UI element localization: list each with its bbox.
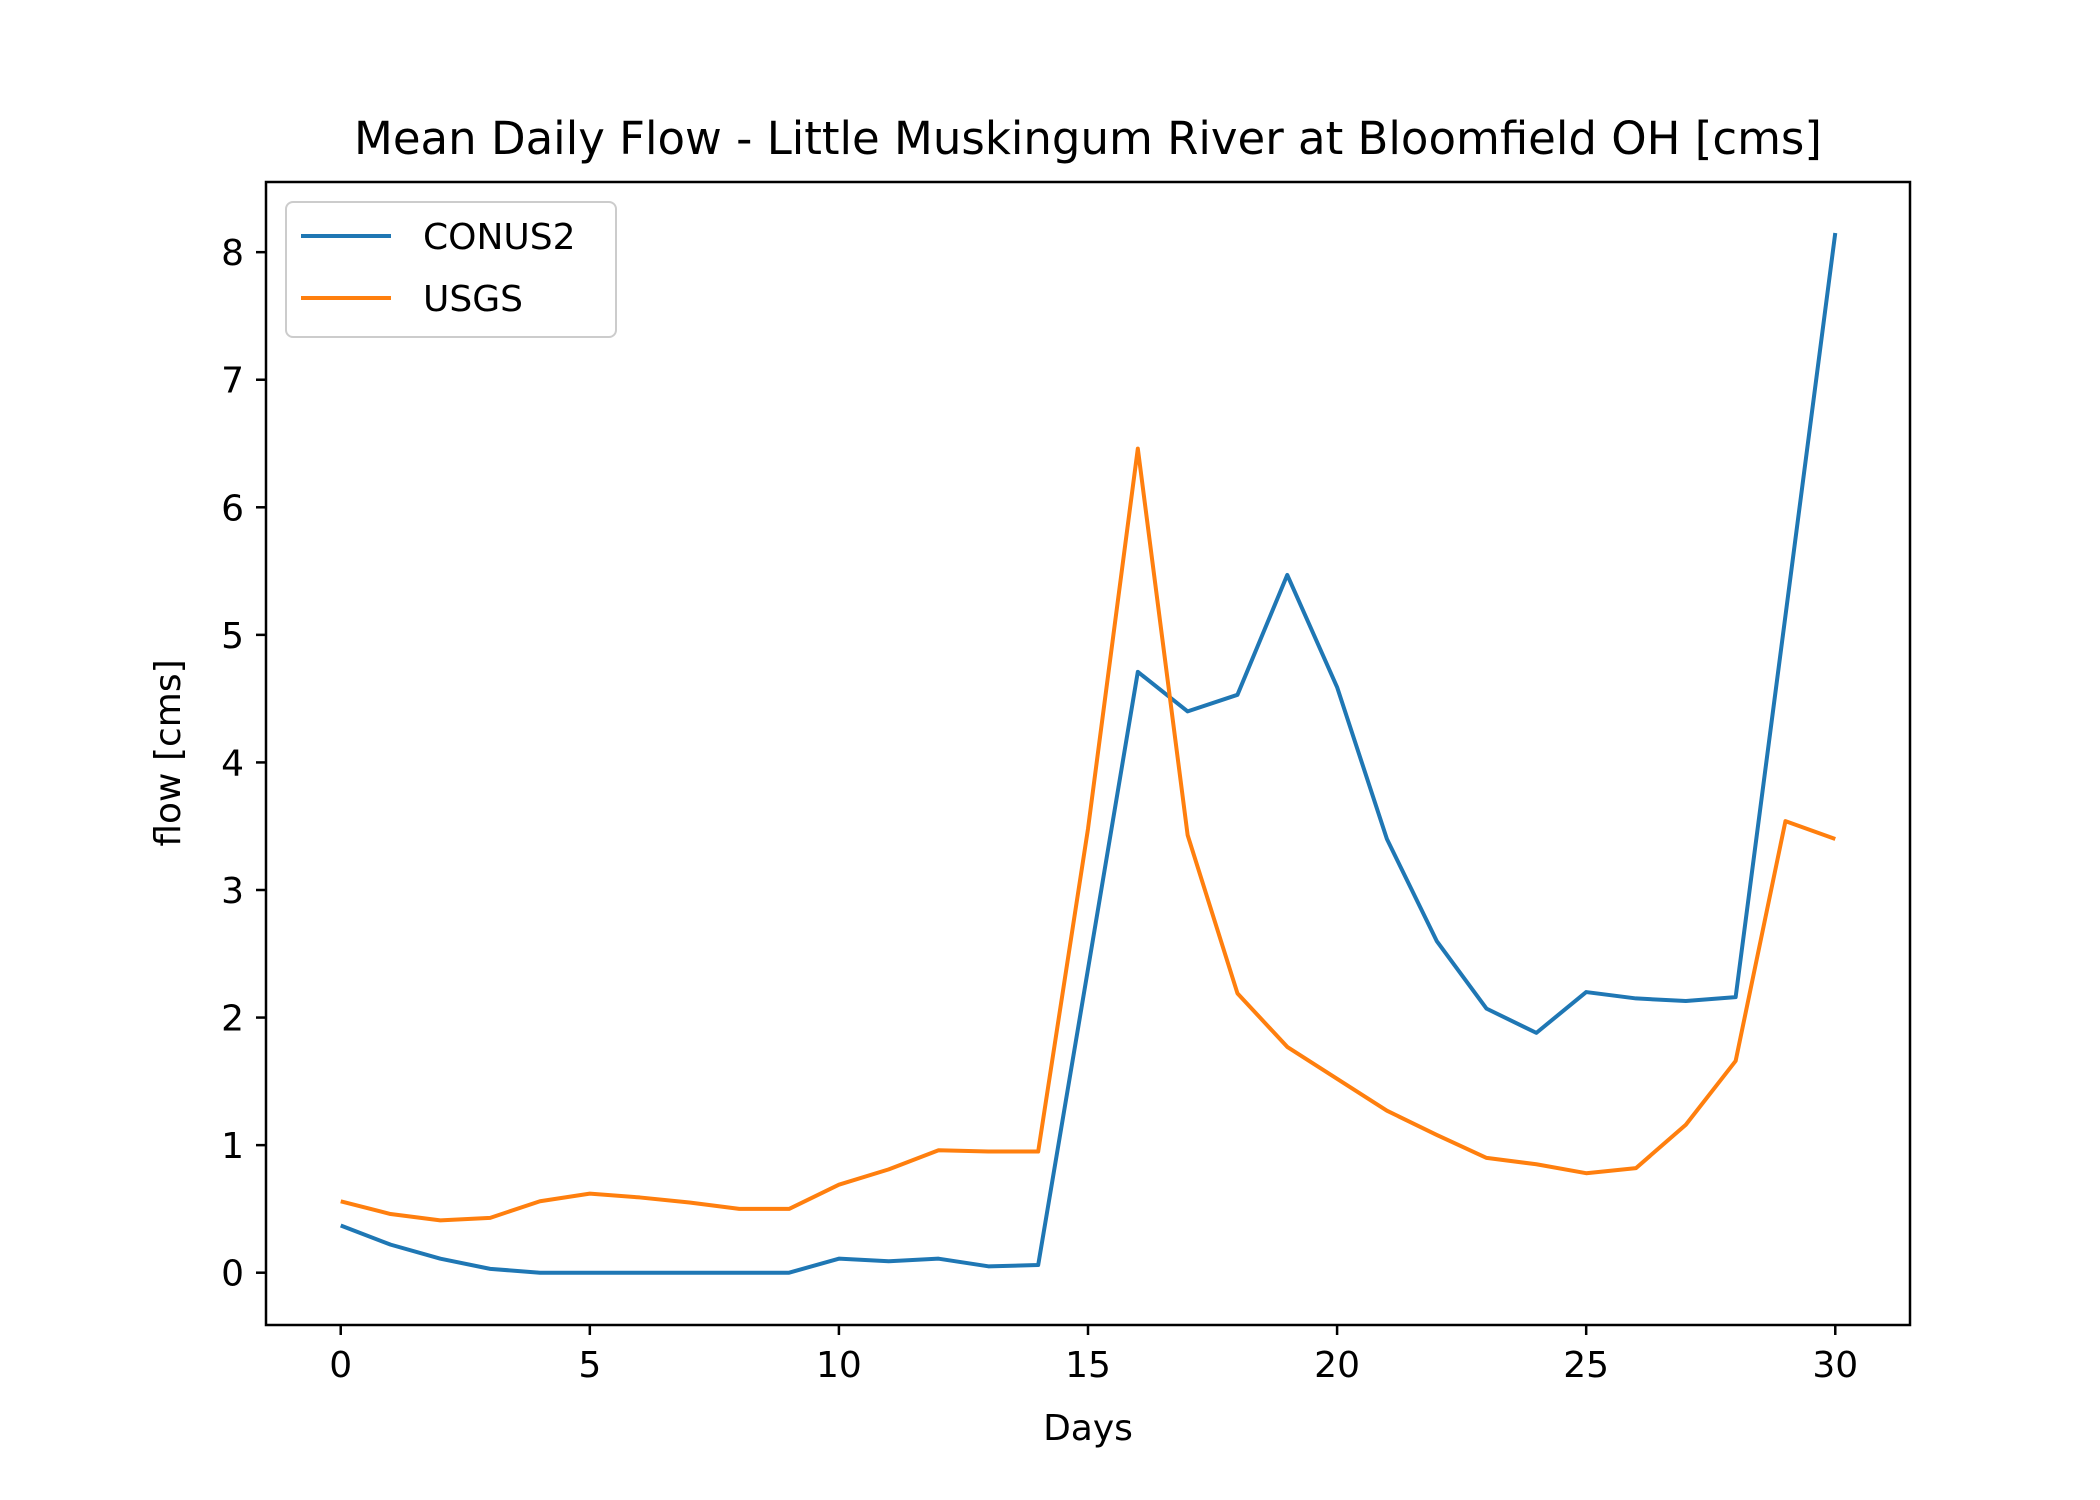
x-tick-label: 10 — [816, 1345, 862, 1386]
x-tick-label: 30 — [1812, 1345, 1858, 1386]
legend: CONUS2 USGS — [285, 201, 617, 338]
x-tick-label: 15 — [1065, 1345, 1111, 1386]
legend-label-conus2: CONUS2 — [423, 217, 576, 258]
chart-title: Mean Daily Flow - Little Muskingum River… — [354, 112, 1822, 165]
x-tick-label: 25 — [1563, 1345, 1609, 1386]
x-axis-label: Days — [1043, 1408, 1133, 1449]
ticks-layer: 0 5 10 15 20 25 30 0 1 2 3 4 5 6 7 8 — [221, 233, 1858, 1386]
y-tick-label: 5 — [221, 616, 244, 657]
y-tick-label: 7 — [221, 361, 244, 402]
y-tick-label: 0 — [221, 1254, 244, 1295]
x-tick-label: 0 — [329, 1345, 352, 1386]
series-line-usgs — [340, 446, 1836, 1223]
x-tick-label: 20 — [1314, 1345, 1360, 1386]
y-tick-label: 8 — [221, 233, 244, 274]
legend-label-usgs: USGS — [423, 279, 523, 320]
y-axis-label: flow [cms] — [148, 659, 189, 846]
plot-frame — [264, 180, 1912, 1327]
y-tick-label: 6 — [221, 488, 244, 529]
y-tick-label: 1 — [221, 1126, 244, 1167]
y-tick-label: 4 — [221, 743, 244, 784]
y-tick-label: 3 — [221, 871, 244, 912]
x-tick-label: 5 — [578, 1345, 601, 1386]
series-layer — [340, 232, 1838, 1275]
y-tick-label: 2 — [221, 999, 244, 1040]
series-line-conus2 — [340, 232, 1838, 1275]
